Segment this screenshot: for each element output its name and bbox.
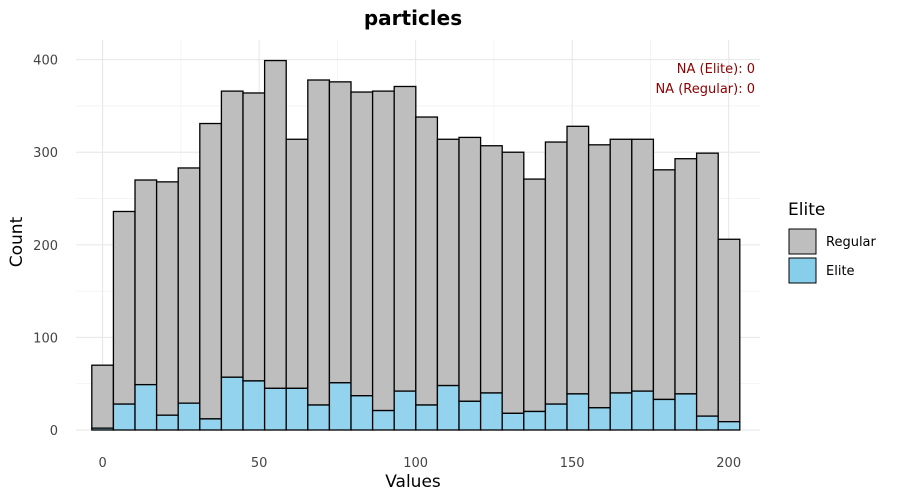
bars (91, 59, 741, 431)
bar-regular (350, 91, 374, 397)
bar-elite (479, 392, 503, 431)
bar-regular (155, 181, 179, 416)
bar-regular (328, 81, 352, 384)
annotation-na-regular: NA (Regular): 0 (655, 82, 755, 97)
bar-regular (544, 141, 568, 405)
y-tick-label: 200 (33, 239, 58, 254)
y-axis-ticks: 0 100 200 300 400 (33, 54, 58, 439)
y-axis-title: Count (7, 216, 27, 267)
x-axis-title: Values (385, 472, 441, 492)
bar-elite (328, 382, 352, 431)
bar-regular (91, 364, 115, 429)
bar-elite (285, 387, 309, 431)
chart-title: particles (364, 6, 462, 30)
bar-elite (91, 427, 115, 431)
bar-regular (285, 138, 309, 389)
x-tick-label: 0 (98, 456, 106, 471)
bar-regular (436, 138, 460, 387)
bar-elite (501, 412, 525, 431)
bar-regular (220, 90, 244, 378)
bar-elite (220, 376, 244, 431)
x-axis-ticks: 0 50 100 150 200 (98, 456, 741, 471)
bar-elite (112, 403, 136, 431)
bar-elite (350, 395, 374, 431)
x-tick-label: 150 (560, 456, 585, 471)
legend: Elite Regular Elite (788, 200, 877, 284)
bar-elite (134, 383, 158, 431)
bar-regular (523, 178, 547, 413)
bar-elite (242, 380, 266, 431)
bar-regular (717, 238, 741, 423)
bar-elite (523, 410, 547, 431)
y-tick-label: 300 (33, 146, 58, 161)
bar-regular (609, 138, 633, 394)
bar-regular (587, 144, 611, 409)
bar-elite (307, 404, 331, 431)
x-tick-label: 50 (251, 456, 268, 471)
bar-elite (674, 393, 698, 431)
bar-elite (631, 390, 655, 431)
bar-elite (436, 384, 460, 431)
legend-label-regular: Regular (826, 235, 877, 250)
bar-regular (263, 59, 287, 389)
bar-elite (177, 402, 201, 431)
bar-regular (674, 158, 698, 395)
bar-regular (479, 145, 503, 394)
bar-elite (199, 418, 223, 431)
bar-elite (371, 409, 395, 431)
y-tick-label: 0 (50, 424, 58, 439)
x-tick-label: 200 (716, 456, 741, 471)
bar-elite (544, 403, 568, 431)
legend-label-elite: Elite (826, 264, 855, 279)
bar-elite (652, 398, 676, 431)
bar-regular (199, 122, 223, 420)
bar-regular (458, 136, 482, 402)
bar-elite (263, 387, 287, 431)
bar-regular (415, 116, 439, 406)
bar-regular (307, 79, 331, 406)
legend-title: Elite (788, 200, 825, 220)
bar-regular (242, 92, 266, 382)
bar-elite (695, 415, 719, 431)
bar-regular (695, 152, 719, 417)
bar-elite (393, 390, 417, 431)
bar-regular (501, 151, 525, 414)
bar-elite (609, 392, 633, 431)
bar-regular (393, 85, 417, 392)
legend-swatch-elite (788, 257, 817, 284)
bar-regular (177, 167, 201, 404)
bar-regular (566, 125, 590, 395)
bar-regular (112, 210, 136, 405)
bar-elite (415, 404, 439, 431)
bar-elite (566, 393, 590, 431)
bar-elite (587, 407, 611, 431)
annotation-na-elite: NA (Elite): 0 (677, 62, 755, 77)
bar-regular (134, 179, 158, 386)
bar-elite (717, 421, 741, 431)
y-tick-label: 400 (33, 54, 58, 69)
bar-regular (652, 169, 676, 401)
legend-swatch-regular (788, 228, 817, 255)
x-tick-label: 100 (403, 456, 428, 471)
bar-elite (458, 400, 482, 431)
bar-regular (631, 138, 655, 392)
y-tick-label: 100 (33, 331, 58, 346)
bar-regular (371, 90, 395, 412)
bar-elite (155, 414, 179, 431)
